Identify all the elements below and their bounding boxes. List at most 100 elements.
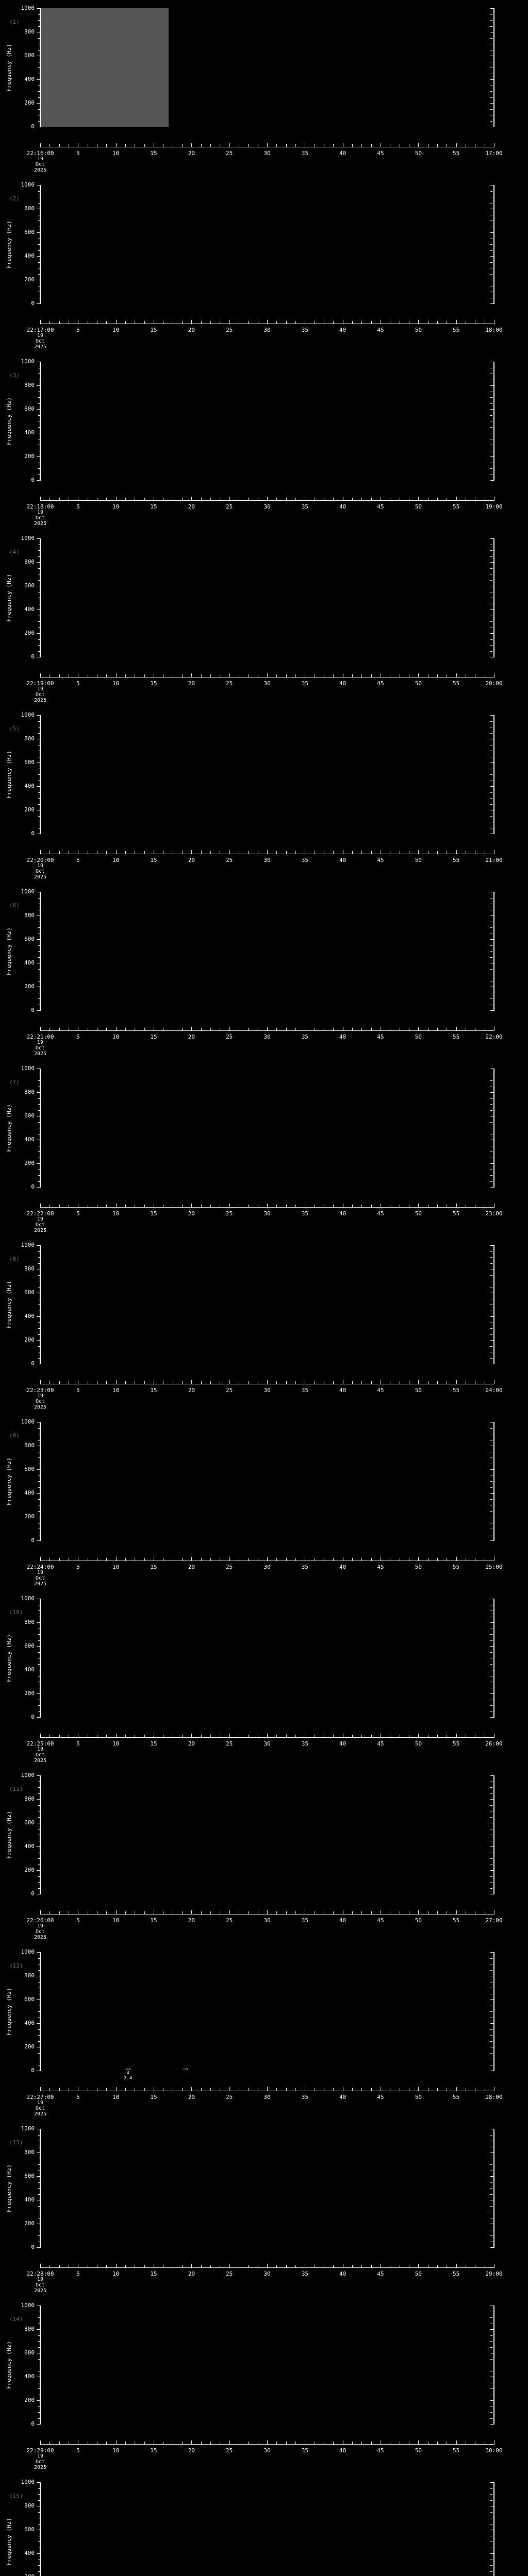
- x-axis-minor-tick: [437, 321, 438, 324]
- right-axis-tick: [490, 1858, 492, 1859]
- y-axis-tick: [38, 1358, 40, 1359]
- right-axis-tick: [490, 2134, 492, 2136]
- right-axis-tick: [490, 721, 492, 722]
- x-axis-minor-tick: [333, 1028, 334, 1031]
- x-axis-minor-tick: [286, 2265, 287, 2268]
- x-axis-minor-tick: [125, 2265, 126, 2268]
- x-axis-start-label: 22:28:00: [26, 2270, 54, 2277]
- x-axis-tick-label: 45: [377, 2270, 384, 2277]
- y-axis-tick-label: 400: [24, 1489, 35, 1496]
- y-axis-tick-label: 600: [24, 582, 35, 589]
- x-axis-minor-tick: [361, 1381, 362, 1384]
- x-axis-tick-label: 35: [301, 1033, 308, 1040]
- x-axis-minor-tick: [182, 674, 183, 677]
- x-axis-tick-label: 45: [377, 2447, 384, 2454]
- right-axis-tick: [490, 20, 492, 21]
- right-axis-tick: [490, 403, 492, 404]
- x-axis-minor-tick: [352, 851, 353, 854]
- x-axis-tick-label: 55: [453, 1210, 460, 1217]
- x-axis-end-label: 30:00: [485, 2447, 503, 2454]
- x-axis-minor-tick: [106, 2442, 107, 2445]
- x-axis-tick-label: 5: [76, 1210, 80, 1217]
- right-axis-tick: [490, 2041, 492, 2042]
- x-axis-tick-label: 15: [150, 2270, 157, 2277]
- y-axis-title-text: Frequency (Hz): [5, 1987, 12, 2036]
- x-axis-minor-tick: [295, 1205, 296, 1208]
- x-axis-minor-tick: [144, 1381, 145, 1384]
- x-axis-minor-tick: [210, 1911, 211, 1914]
- x-axis-major-tick: [267, 1204, 268, 1208]
- x-axis-minor-tick: [371, 1205, 372, 1208]
- x-axis-major-tick: [418, 2264, 419, 2268]
- y-axis-tick: [37, 2400, 40, 2401]
- y-axis-tick-label: 200: [3, 2574, 35, 2576]
- spectrogram-panel: 0 200 400 600 800 1000 Frequency (Hz) (14) 22:29…: [0, 2297, 528, 2474]
- x-axis-tick-label: 20: [188, 2447, 195, 2454]
- y-axis-tick-label: 0: [31, 123, 35, 130]
- x-axis-tick-label: 15: [150, 1033, 157, 1040]
- right-axis-tick: [490, 2488, 492, 2489]
- panel-index-label: (5): [9, 725, 20, 732]
- y-axis-tick: [38, 403, 40, 404]
- y-axis-tick: [38, 2512, 40, 2513]
- date-line: 2025: [34, 1935, 47, 1940]
- x-axis-minor-tick: [182, 2442, 183, 2445]
- y-axis-tick: [38, 1080, 40, 1081]
- right-axis-tick: [490, 538, 494, 539]
- y-axis-tick: [37, 303, 40, 304]
- x-axis-major-tick: [191, 143, 192, 147]
- x-axis-tick-label: 30: [263, 857, 271, 863]
- y-axis-tick-label: 1000: [21, 1242, 35, 1248]
- y-axis-tick-label: 1000: [21, 535, 35, 541]
- right-axis-tick: [490, 733, 492, 734]
- x-axis-minor-tick: [59, 1558, 60, 1561]
- x-axis-tick-label: 45: [377, 1033, 384, 1040]
- y-axis-tick-label: 800: [24, 28, 35, 35]
- x-axis-minor-tick: [276, 1028, 277, 1031]
- y-axis-tick-label: 1000: [21, 1948, 35, 1955]
- x-axis-tick-label: 5: [76, 1387, 80, 1394]
- y-axis-tick-label: 0: [31, 653, 35, 660]
- x-axis-minor-tick: [144, 144, 145, 147]
- x-axis-end-label: 18:00: [485, 327, 503, 333]
- y-axis-tick: [37, 1622, 40, 1623]
- x-axis-tick-label: 50: [415, 150, 422, 157]
- right-axis-tick: [490, 1705, 492, 1706]
- y-axis-tick: [38, 1428, 40, 1429]
- y-axis-tick-label: 800: [24, 382, 35, 388]
- y-axis-tick: [37, 409, 40, 410]
- x-axis-minor-tick: [144, 1735, 145, 1738]
- y-axis-tick-label: 200: [24, 276, 35, 283]
- y-axis-tick: [38, 1151, 40, 1152]
- y-axis-tick: [37, 1540, 40, 1541]
- right-axis-tick: [490, 1110, 492, 1111]
- y-axis-title-text: Frequency (Hz): [5, 927, 12, 975]
- date-line: 19: [37, 1216, 44, 1222]
- x-axis-tick-label: 50: [415, 680, 422, 687]
- x-axis-minor-tick: [371, 2442, 372, 2445]
- x-axis-date-block: 19 Oct 2025: [34, 1216, 46, 1233]
- plot-area: [40, 8, 494, 127]
- x-axis-minor-tick: [125, 1381, 126, 1384]
- right-axis-tick: [490, 244, 492, 245]
- date-line: 2025: [34, 521, 47, 527]
- right-axis-tick: [490, 1010, 494, 1011]
- spectrogram-panel: 0 200 400 600 800 1000 Frequency (Hz) (13) 22:28…: [0, 2121, 528, 2297]
- x-axis-minor-tick: [144, 1911, 145, 1914]
- x-axis-minor-tick: [248, 2088, 249, 2091]
- y-axis-tick: [38, 1304, 40, 1305]
- right-axis-tick: [490, 1151, 492, 1152]
- date-line: Oct: [35, 1222, 45, 1228]
- right-axis-tick: [490, 939, 494, 940]
- y-axis-tick: [38, 1487, 40, 1488]
- y-axis-tick: [38, 1122, 40, 1123]
- x-axis-minor-tick: [333, 674, 334, 677]
- x-axis-tick-label: 55: [453, 1917, 460, 1924]
- x-axis-minor-tick: [286, 1381, 287, 1384]
- x-axis-major-tick: [456, 2264, 457, 2268]
- x-axis-minor-tick: [201, 1558, 202, 1561]
- right-axis-tick: [490, 474, 492, 475]
- right-axis-tick: [490, 103, 494, 104]
- x-axis-tick-label: 50: [415, 2094, 422, 2100]
